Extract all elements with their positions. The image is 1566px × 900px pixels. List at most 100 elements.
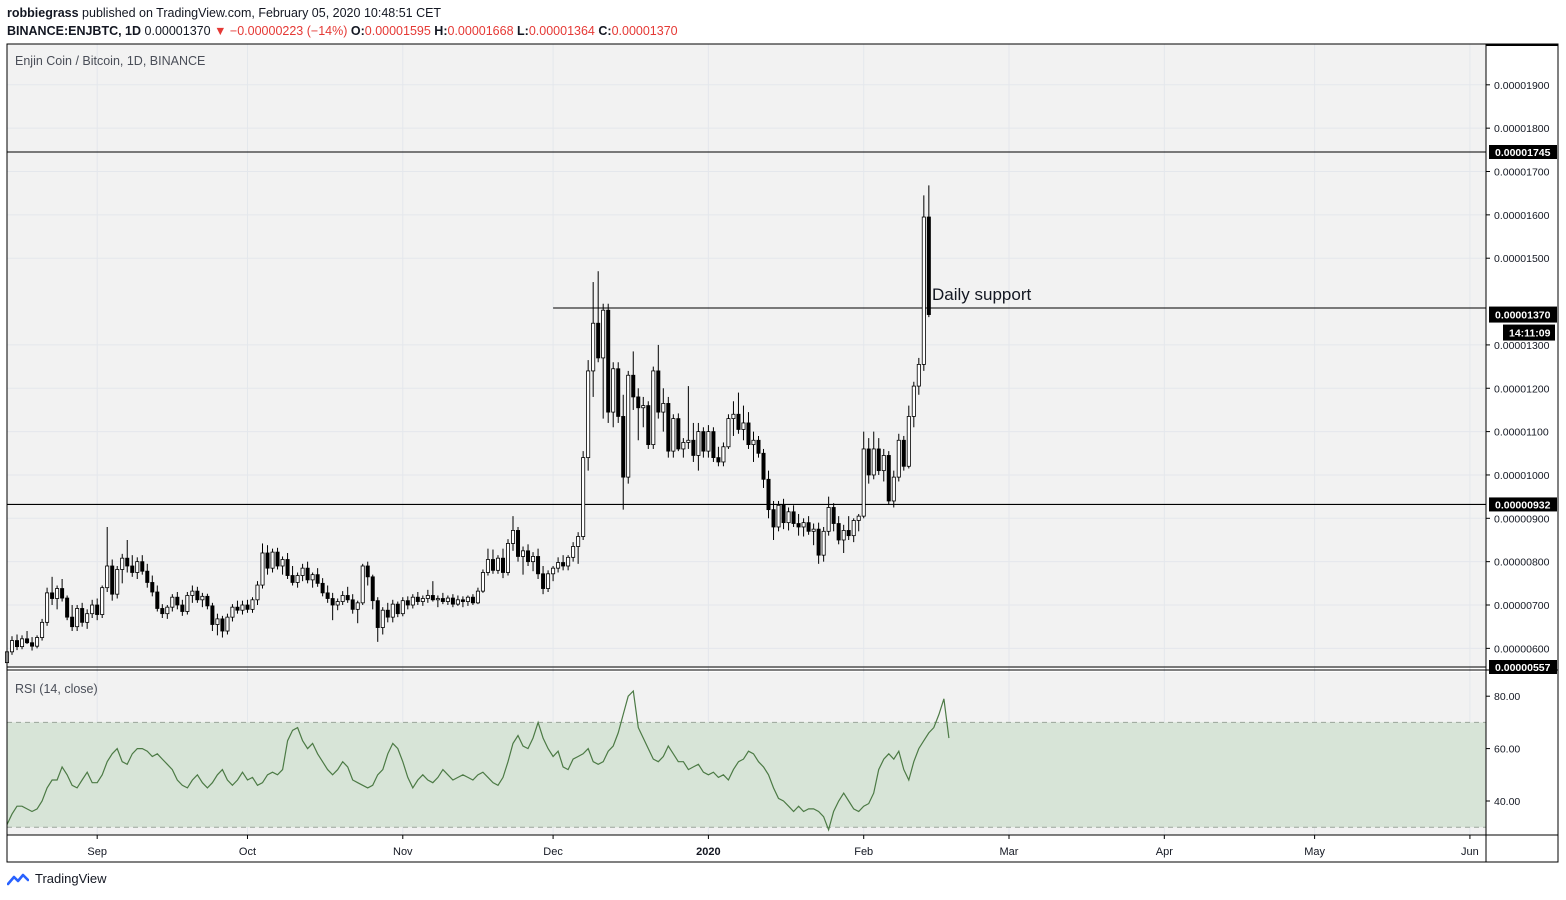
candle[interactable] bbox=[230, 606, 235, 618]
candle[interactable] bbox=[586, 370, 591, 459]
candle[interactable] bbox=[851, 520, 856, 537]
candle[interactable] bbox=[531, 556, 536, 563]
candle[interactable] bbox=[916, 364, 921, 387]
candle[interactable] bbox=[165, 606, 170, 615]
candle[interactable] bbox=[15, 640, 20, 648]
candle[interactable] bbox=[766, 478, 771, 511]
candle[interactable] bbox=[420, 598, 425, 602]
candle[interactable] bbox=[445, 597, 450, 602]
brand-name[interactable]: TradingView bbox=[35, 871, 107, 886]
candle[interactable] bbox=[205, 595, 210, 607]
candle[interactable] bbox=[115, 569, 120, 595]
candle[interactable] bbox=[45, 592, 50, 623]
candle[interactable] bbox=[741, 422, 746, 430]
candle[interactable] bbox=[691, 439, 696, 456]
candle[interactable] bbox=[671, 418, 676, 452]
candle[interactable] bbox=[135, 561, 140, 573]
rsi-line[interactable] bbox=[6, 689, 950, 832]
candle[interactable] bbox=[781, 504, 786, 524]
candle[interactable] bbox=[275, 551, 280, 567]
candle[interactable] bbox=[35, 637, 40, 647]
candle[interactable] bbox=[606, 309, 611, 413]
candle[interactable] bbox=[100, 587, 105, 615]
candle[interactable] bbox=[50, 592, 55, 599]
candle[interactable] bbox=[791, 511, 796, 524]
candle[interactable] bbox=[591, 322, 596, 372]
candle[interactable] bbox=[95, 604, 100, 615]
candle[interactable] bbox=[841, 530, 846, 541]
candle[interactable] bbox=[511, 530, 516, 544]
candle[interactable] bbox=[816, 528, 821, 556]
candle[interactable] bbox=[175, 596, 180, 606]
candle[interactable] bbox=[380, 609, 385, 628]
candle[interactable] bbox=[215, 618, 220, 625]
candle[interactable] bbox=[470, 596, 475, 604]
candle[interactable] bbox=[220, 618, 225, 632]
candle[interactable] bbox=[85, 613, 90, 623]
candle[interactable] bbox=[290, 575, 295, 583]
candle[interactable] bbox=[475, 590, 480, 604]
candle[interactable] bbox=[556, 562, 561, 569]
candle[interactable] bbox=[911, 385, 916, 417]
candle[interactable] bbox=[661, 403, 666, 413]
candle[interactable] bbox=[500, 557, 505, 573]
candle[interactable] bbox=[325, 592, 330, 599]
candle[interactable] bbox=[200, 595, 205, 601]
candle[interactable] bbox=[145, 570, 150, 583]
candle[interactable] bbox=[440, 598, 445, 602]
candle[interactable] bbox=[305, 567, 310, 581]
candle[interactable] bbox=[480, 572, 485, 592]
candle[interactable] bbox=[726, 418, 731, 448]
candle[interactable] bbox=[435, 598, 440, 601]
candle[interactable] bbox=[465, 596, 470, 602]
candle[interactable] bbox=[335, 601, 340, 606]
candle[interactable] bbox=[526, 550, 531, 563]
candle[interactable] bbox=[250, 599, 255, 610]
candle[interactable] bbox=[90, 604, 95, 615]
candle[interactable] bbox=[776, 504, 781, 528]
candle[interactable] bbox=[130, 565, 135, 573]
candle[interactable] bbox=[155, 591, 160, 609]
candle[interactable] bbox=[450, 597, 455, 605]
candle[interactable] bbox=[786, 511, 791, 524]
candle[interactable] bbox=[70, 616, 75, 628]
candle[interactable] bbox=[826, 507, 831, 532]
candle[interactable] bbox=[340, 595, 345, 602]
candle[interactable] bbox=[160, 608, 165, 615]
candle[interactable] bbox=[330, 598, 335, 606]
candle[interactable] bbox=[676, 418, 681, 450]
candle[interactable] bbox=[195, 590, 200, 601]
candle[interactable] bbox=[801, 522, 806, 528]
candle[interactable] bbox=[861, 448, 866, 517]
candle[interactable] bbox=[350, 599, 355, 610]
candle[interactable] bbox=[270, 551, 275, 569]
candle[interactable] bbox=[25, 638, 30, 644]
candle[interactable] bbox=[105, 565, 110, 589]
candle[interactable] bbox=[190, 590, 195, 596]
candle[interactable] bbox=[210, 605, 215, 625]
candle[interactable] bbox=[536, 556, 541, 575]
author-name[interactable]: robbiegrass bbox=[7, 6, 79, 20]
candle[interactable] bbox=[651, 370, 656, 446]
candle[interactable] bbox=[385, 609, 390, 618]
candle[interactable] bbox=[631, 374, 636, 398]
candle[interactable] bbox=[906, 416, 911, 467]
candle[interactable] bbox=[80, 608, 85, 623]
candle[interactable] bbox=[125, 557, 130, 567]
candle[interactable] bbox=[736, 413, 741, 430]
candle[interactable] bbox=[761, 452, 766, 480]
candle[interactable] bbox=[926, 216, 931, 315]
candle[interactable] bbox=[170, 596, 175, 608]
candle[interactable] bbox=[616, 368, 621, 417]
candle[interactable] bbox=[751, 439, 756, 446]
candle[interactable] bbox=[345, 595, 350, 601]
candle[interactable] bbox=[551, 567, 556, 575]
candle[interactable] bbox=[806, 522, 811, 532]
candle[interactable] bbox=[561, 562, 566, 567]
candle[interactable] bbox=[521, 550, 526, 557]
candle[interactable] bbox=[410, 596, 415, 606]
candle[interactable] bbox=[505, 543, 510, 573]
candle[interactable] bbox=[20, 638, 25, 648]
candle[interactable] bbox=[375, 600, 380, 628]
